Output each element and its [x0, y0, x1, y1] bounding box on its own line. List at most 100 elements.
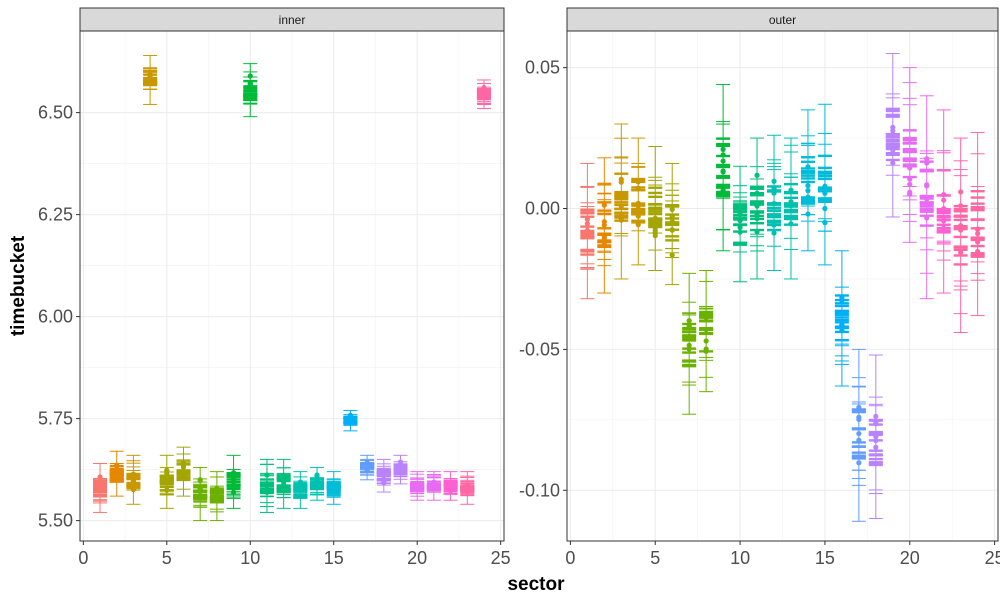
data-point: [737, 206, 743, 212]
data-point: [197, 478, 203, 484]
data-point: [873, 437, 879, 444]
data-point: [635, 213, 641, 219]
data-point: [941, 206, 947, 212]
panel-outer: outer 0 5 10 15 20 25 -0.10 -0.05 0.00 0.05: [519, 7, 1000, 568]
data-point: [686, 318, 692, 324]
data-point: [771, 178, 777, 184]
data-point: [431, 480, 437, 486]
data-point: [381, 480, 387, 486]
data-point: [164, 470, 170, 476]
data-point: [890, 128, 896, 134]
sector-5-errorbars: [648, 146, 663, 272]
data-point: [447, 481, 454, 487]
data-point: [130, 486, 137, 493]
data-point: [771, 185, 777, 191]
data-point: [214, 491, 220, 497]
data-point: [584, 220, 590, 227]
sector-2-errorbars: [109, 450, 124, 497]
data-point: [618, 203, 624, 209]
data-point: [975, 248, 981, 255]
sector-21-errorbars: [426, 471, 441, 501]
data-point: [720, 146, 726, 152]
data-point: [856, 430, 862, 437]
data-point: [601, 222, 607, 228]
data-point: [481, 90, 487, 96]
y-tick-label: -0.10: [519, 480, 560, 500]
sector-12-errorbars: [276, 458, 291, 509]
sector-15-errorbars: [326, 471, 341, 505]
data-point: [822, 188, 828, 194]
panel-border: [79, 30, 505, 542]
x-tick-label: 20: [407, 548, 427, 568]
y-tick-label: 6.00: [38, 307, 73, 327]
data-point: [771, 190, 777, 196]
data-point: [805, 194, 811, 200]
data-point: [958, 227, 964, 233]
sector-6-errorbars: [665, 162, 680, 286]
data-point: [164, 487, 170, 493]
data-point: [720, 158, 726, 164]
data-point: [297, 479, 303, 485]
data-point: [601, 202, 607, 208]
data-point: [788, 199, 794, 205]
data-point: [601, 240, 607, 246]
data-point: [941, 218, 947, 224]
data-point: [975, 226, 981, 233]
sector-7-errorbars: [682, 272, 697, 415]
data-point: [924, 156, 930, 162]
data-point: [686, 346, 692, 352]
data-point: [924, 182, 930, 188]
data-point: [601, 233, 607, 240]
data-point: [754, 203, 760, 209]
sector-12-errorbars: [767, 134, 782, 272]
x-tick-label: 5: [650, 548, 660, 568]
sector-4-errorbars: [143, 54, 158, 105]
data-point: [584, 216, 590, 222]
data-point: [737, 217, 743, 224]
data-point: [314, 476, 320, 483]
data-point: [788, 215, 794, 221]
data-point: [805, 188, 811, 194]
sector-10-errorbars: [243, 63, 258, 118]
sector-22-errorbars: [443, 471, 458, 501]
data-point: [264, 489, 270, 495]
data-point: [975, 231, 981, 237]
y-tick-label: 5.50: [38, 511, 73, 531]
sector-14-errorbars: [800, 109, 815, 252]
data-point: [686, 333, 692, 340]
data-point: [822, 220, 828, 226]
data-point: [686, 342, 692, 348]
data-point: [635, 179, 641, 185]
data-point: [856, 460, 862, 466]
data-point: [737, 211, 743, 217]
sector-20-errorbars: [410, 471, 425, 501]
facet-label-outer: outer: [769, 13, 796, 27]
panel-inner: inner 0 5 10 15 20 25 5.50 5.75 6.00 6.25 6.50: [38, 7, 511, 568]
data-point: [164, 480, 170, 486]
data-point: [873, 413, 879, 420]
sector-14-errorbars: [310, 467, 325, 501]
data-point: [771, 222, 777, 228]
data-point: [754, 190, 760, 196]
data-point: [635, 205, 641, 212]
data-point: [805, 183, 811, 189]
sector-13-errorbars: [783, 137, 798, 280]
data-point: [297, 486, 303, 493]
data-point: [669, 219, 675, 225]
data-point: [703, 326, 709, 333]
data-point: [788, 221, 794, 227]
x-tick-label: 0: [565, 548, 575, 568]
data-point: [618, 179, 624, 185]
data-point: [856, 437, 862, 443]
data-point: [114, 469, 120, 475]
data-point: [331, 485, 337, 491]
data-point: [652, 233, 658, 239]
sector-6-errorbars: [176, 446, 191, 497]
data-point: [230, 470, 237, 476]
sector-3-errorbars: [614, 123, 629, 280]
data-point: [941, 226, 947, 232]
data-point: [686, 323, 692, 329]
data-point: [958, 189, 964, 195]
data-point: [214, 495, 220, 501]
sector-13-errorbars: [293, 471, 308, 509]
